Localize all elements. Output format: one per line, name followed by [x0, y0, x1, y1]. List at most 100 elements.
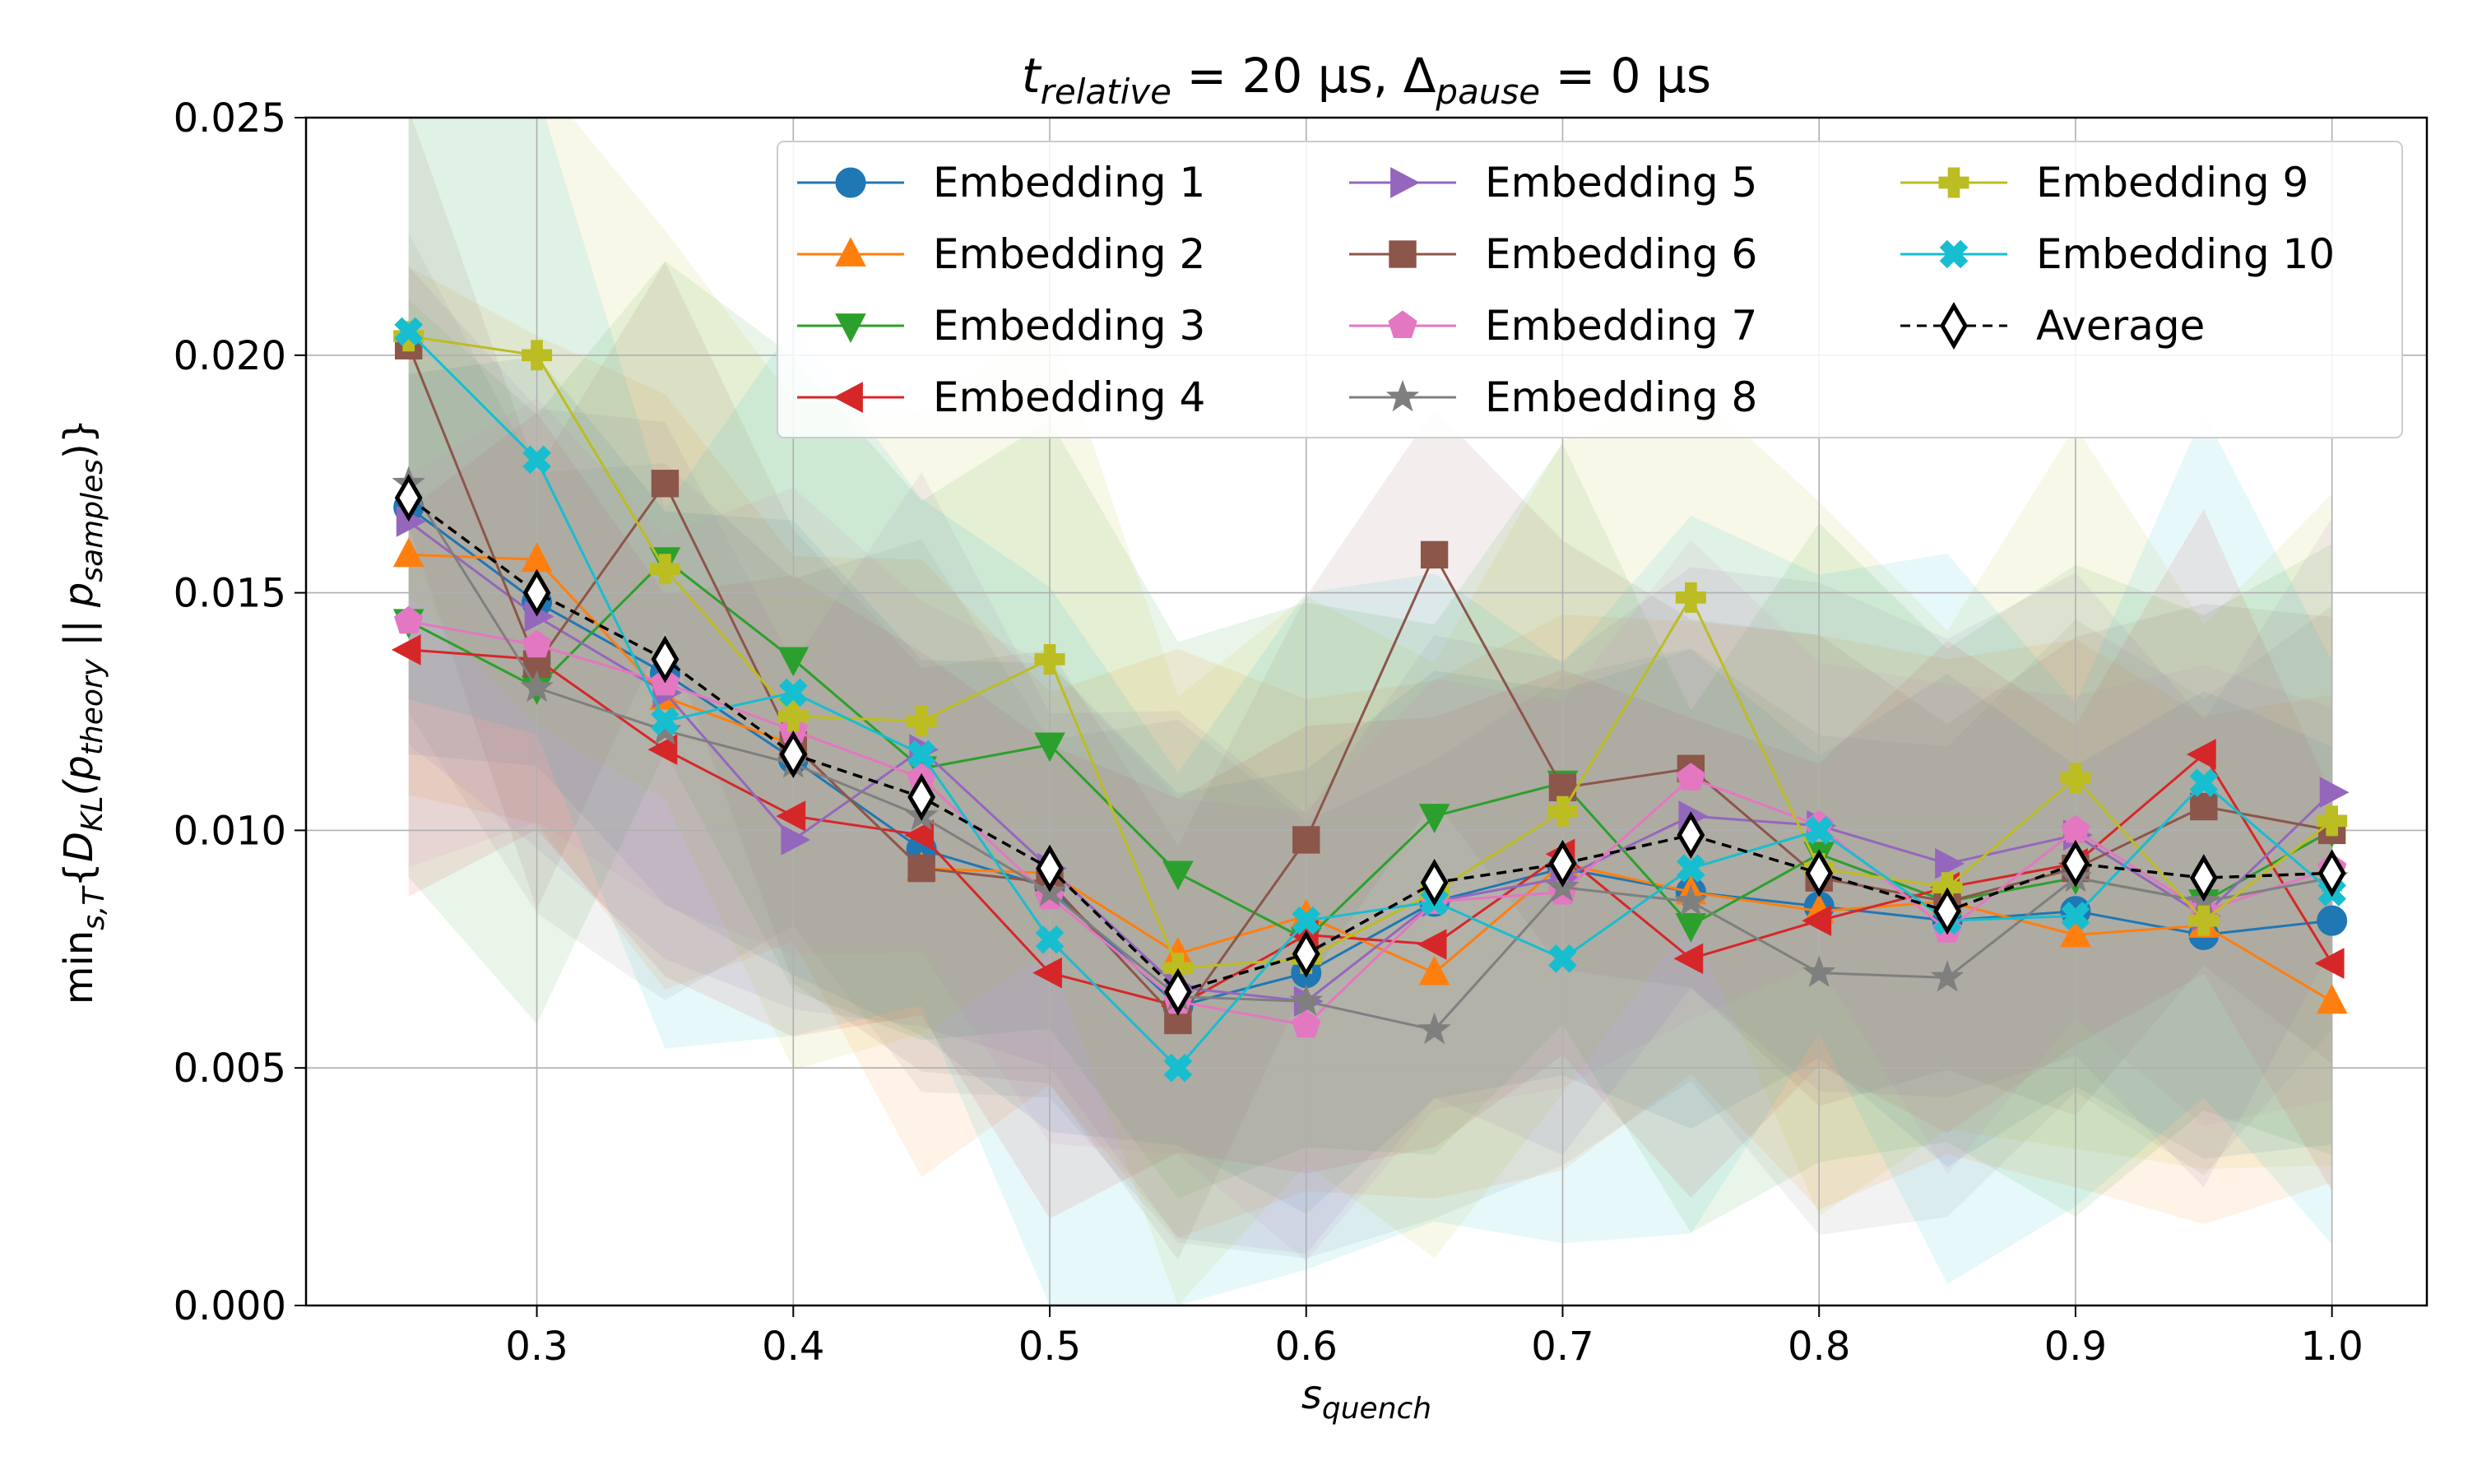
data-point	[1289, 984, 1323, 1016]
data-point	[1420, 858, 1449, 907]
legend-marker	[835, 167, 866, 198]
data-point	[1677, 854, 1705, 883]
y-axis-label: mins,T{DKL(ptheory || psamples)}	[56, 419, 111, 1005]
data-point	[2314, 948, 2345, 979]
series-layer	[391, 317, 2350, 1083]
x-tick-label: 0.7	[1531, 1324, 1594, 1370]
data-point	[391, 634, 421, 665]
legend-marker	[1939, 239, 1969, 269]
data-point	[777, 647, 810, 677]
legend-entry: Embedding 1	[797, 159, 1205, 206]
data-point	[1417, 929, 1447, 960]
series-line	[407, 482, 2332, 1032]
legend-marker	[833, 382, 863, 413]
x-axis-label: squench	[1301, 1372, 1431, 1426]
data-point	[651, 635, 680, 684]
data-point	[1674, 883, 1708, 916]
legend-marker	[1938, 167, 1969, 198]
data-point	[1805, 849, 1834, 897]
y-axis-ticks: 0.000 0.005 0.010 0.015 0.020 0.025	[174, 95, 306, 1329]
y-tick-label: 0.005	[174, 1046, 286, 1092]
data-point	[2189, 768, 2219, 797]
data-point	[1933, 887, 1961, 935]
data-point	[1548, 839, 1577, 888]
data-point	[1802, 955, 1836, 987]
data-point	[522, 340, 553, 371]
data-point	[2061, 902, 2090, 930]
data-point	[1034, 643, 1065, 675]
data-point	[2316, 984, 2348, 1014]
data-point	[1163, 967, 1192, 1016]
confidence-band	[408, 397, 2332, 1261]
data-point	[2060, 917, 2091, 948]
data-point	[779, 730, 808, 778]
legend: Embedding 1 Embedding 2 Embedding 3 Embeddi…	[777, 141, 2403, 438]
data-point	[1673, 943, 1704, 975]
data-point	[394, 474, 423, 522]
legend-marker	[1385, 379, 1420, 412]
data-point	[2317, 849, 2346, 897]
data-point	[1034, 732, 1065, 763]
data-point	[781, 824, 811, 856]
legend-entry: Average	[1900, 302, 2205, 350]
data-point	[1417, 1012, 1451, 1045]
data-point	[1032, 957, 1062, 989]
data-point	[1802, 905, 1832, 936]
data-point	[2190, 792, 2218, 821]
data-point	[649, 554, 680, 585]
data-point	[2319, 777, 2350, 809]
data-point	[777, 701, 809, 732]
data-point	[1548, 944, 1577, 973]
legend-label: Embedding 6	[1485, 230, 1757, 278]
series-line	[407, 345, 2332, 1023]
legend-entry: Embedding 10	[1900, 230, 2335, 278]
data-point	[651, 470, 680, 498]
data-point	[1163, 1053, 1193, 1083]
legend-entry: Embedding 5	[1349, 159, 1757, 206]
data-point	[647, 734, 678, 766]
data-point	[522, 568, 551, 617]
legend-box	[777, 141, 2403, 438]
series-11	[394, 474, 2346, 1016]
legend-label: Embedding 5	[1485, 159, 1757, 206]
data-point	[778, 678, 808, 707]
data-point	[1804, 816, 1834, 845]
data-point	[392, 537, 424, 568]
data-point	[1935, 848, 1965, 879]
data-point	[907, 773, 936, 821]
data-point	[2317, 805, 2348, 837]
data-point	[522, 629, 552, 658]
legend-label: Embedding 1	[933, 159, 1205, 206]
data-point	[2317, 905, 2348, 936]
data-point	[776, 800, 806, 832]
data-point	[2188, 905, 2220, 936]
svg-text:mins,T{DKL(ptheory || psamples: mins,T{DKL(ptheory || psamples)}	[56, 419, 111, 1005]
confidence-band	[408, 355, 2332, 1214]
confidence-band	[408, 233, 2332, 1259]
series-line	[408, 335, 2333, 970]
data-point	[2062, 839, 2090, 888]
x-tick-label: 0.8	[1788, 1324, 1850, 1370]
series-line	[408, 648, 2333, 1008]
data-point	[2189, 854, 2218, 902]
y-tick-label: 0.020	[174, 333, 286, 379]
data-point	[522, 445, 551, 475]
data-point	[1162, 860, 1194, 891]
legend-entry: Embedding 4	[797, 373, 1205, 421]
legend-marker	[1388, 310, 1417, 339]
confidence-band	[408, 261, 2332, 1233]
data-point	[1675, 582, 1706, 613]
data-point	[1418, 804, 1450, 833]
data-point	[1547, 795, 1578, 827]
data-point	[1292, 826, 1320, 854]
legend-label: Embedding 7	[1485, 302, 1757, 350]
data-point	[651, 707, 680, 735]
data-point	[1292, 906, 1321, 935]
confidence-band	[408, 266, 2332, 1254]
data-point	[1036, 844, 1064, 893]
series-10	[394, 317, 2346, 1083]
legend-entry: Embedding 7	[1349, 302, 1757, 350]
data-point	[1292, 930, 1320, 978]
confidence-band	[408, 266, 2332, 1238]
data-point	[1420, 540, 1449, 569]
